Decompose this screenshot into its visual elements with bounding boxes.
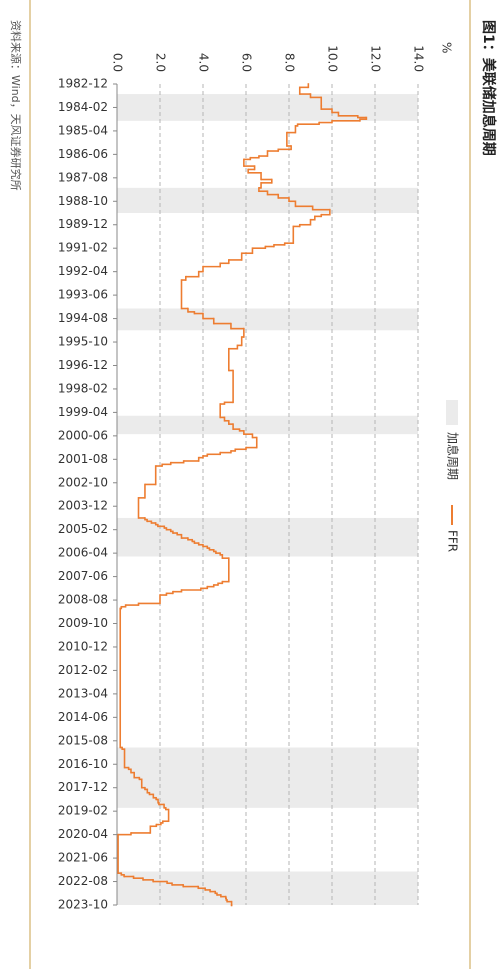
x-tick-label: 2000-06 [58,428,108,442]
y-tick-label: 10.0 [326,45,340,72]
x-tick-label: 2020-04 [58,827,108,841]
y-tick-label: 12.0 [369,45,383,72]
x-tick-label: 1992-04 [58,264,108,278]
x-tick-label: 2016-10 [58,757,108,771]
hike-band [117,94,418,121]
x-tick-label: 1994-08 [58,311,108,325]
hike-band [117,187,418,214]
legend-label: FFR [446,530,460,552]
y-tick-label: 6.0 [240,53,254,72]
x-tick-label: 1991-02 [58,241,108,255]
x-tick-label: 2012-02 [58,663,108,677]
x-tick-label: 2013-04 [58,686,108,700]
x-tick-label: 1985-04 [58,123,108,137]
rotated-chart: 图1：美联储加息周期 % 资料来源：Wind，天风证券研究所 0.0 2.0 4.0… [9,0,497,969]
y-tick-label: 14.0 [412,45,426,72]
x-tick-label: 1999-04 [58,405,108,419]
x-tick-label: 2007-06 [58,569,108,583]
unit-label: % [440,42,454,53]
x-tick-label: 1986-06 [58,147,108,161]
x-tick-label: 2014-06 [58,710,108,724]
y-tick-label: 8.0 [283,53,297,72]
hike-band [117,747,418,808]
x-tick-label: 2003-12 [58,499,108,513]
x-tick-label: 2009-10 [58,616,108,630]
y-tick-label: 4.0 [197,53,211,72]
hike-band [117,871,418,906]
hike-band [117,308,418,331]
x-tick-label: 1989-12 [58,217,108,231]
x-tick-label: 2022-08 [58,874,108,888]
source: 资料来源：Wind，天风证券研究所 [9,20,23,191]
x-tick-label: 2005-02 [58,522,108,536]
hike-band [117,415,418,435]
x-tick-label: 1982-12 [58,77,108,91]
x-tick-label: 2021-06 [58,851,108,865]
legend-swatch [446,400,458,425]
x-tick-label: 2017-12 [58,780,108,794]
legend-label: 加息周期 [446,432,461,480]
x-tick-label: 1996-12 [58,358,108,372]
x-tick-label: 1998-02 [58,381,108,395]
x-tick-label: 2001-08 [58,452,108,466]
x-tick-label: 1993-06 [58,288,108,302]
x-tick-label: 2019-02 [58,804,108,818]
x-tick-label: 2023-10 [58,898,108,912]
hike-band [117,517,418,557]
x-tick-label: 1988-10 [58,194,108,208]
x-tick-label: 2002-10 [58,475,108,489]
x-tick-label: 2008-08 [58,593,108,607]
x-tick-label: 2006-04 [58,546,108,560]
y-tick-label: 2.0 [154,53,168,72]
x-tick-label: 2010-12 [58,639,108,653]
x-tick-label: 2015-08 [58,733,108,747]
x-tick-label: 1984-02 [58,100,108,114]
chart-title: 图1：美联储加息周期 [480,20,497,156]
x-tick-label: 1987-08 [58,170,108,184]
y-tick-label: 0.0 [111,53,125,72]
x-tick-label: 1995-10 [58,335,108,349]
